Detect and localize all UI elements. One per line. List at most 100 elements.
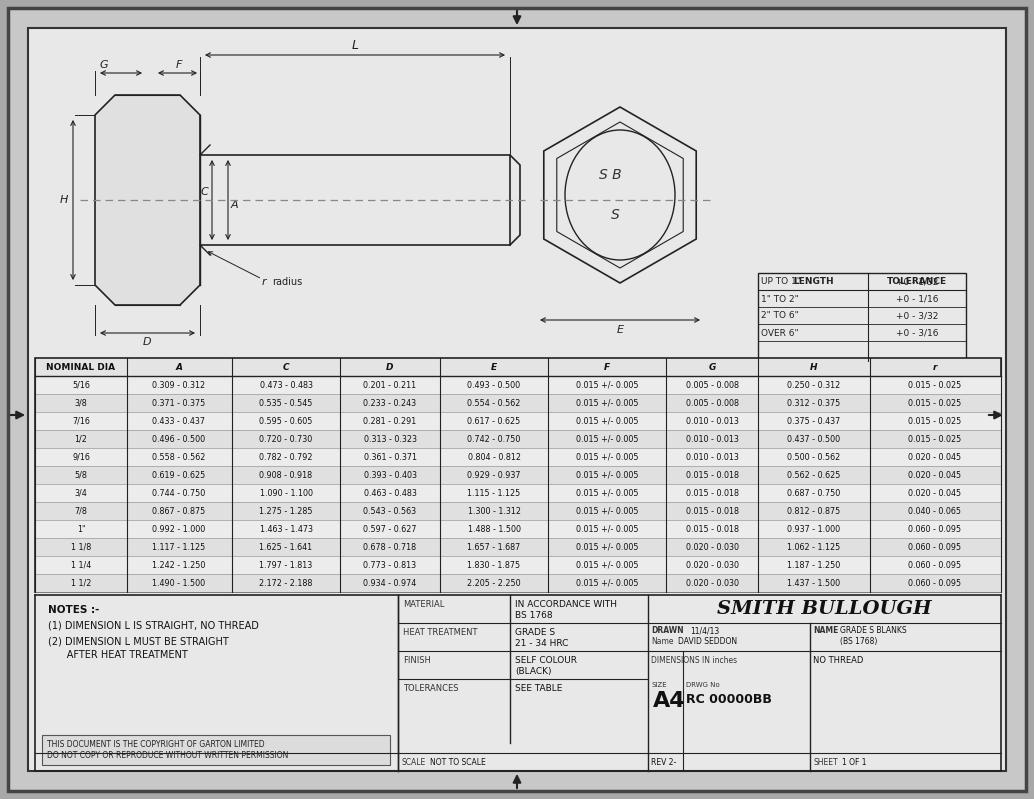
Text: D: D bbox=[143, 337, 151, 347]
Text: 7/16: 7/16 bbox=[72, 416, 90, 426]
Text: 0.437 - 0.500: 0.437 - 0.500 bbox=[788, 435, 841, 443]
Text: 2" TO 6": 2" TO 6" bbox=[761, 312, 798, 320]
Text: 0.015 +/- 0.005: 0.015 +/- 0.005 bbox=[576, 561, 638, 570]
Text: 1.062 - 1.125: 1.062 - 1.125 bbox=[787, 543, 841, 551]
Text: 1.437 - 1.500: 1.437 - 1.500 bbox=[788, 578, 841, 587]
Text: 21 - 34 HRC: 21 - 34 HRC bbox=[515, 639, 569, 648]
Text: F: F bbox=[176, 60, 182, 70]
Text: 0.020 - 0.045: 0.020 - 0.045 bbox=[909, 471, 962, 479]
Bar bbox=[758, 273, 966, 361]
Text: 0.937 - 1.000: 0.937 - 1.000 bbox=[788, 524, 841, 534]
Text: TOLERANCE: TOLERANCE bbox=[887, 276, 947, 285]
Text: 1.830 - 1.875: 1.830 - 1.875 bbox=[467, 561, 520, 570]
Text: C: C bbox=[201, 187, 208, 197]
Text: A: A bbox=[176, 363, 182, 372]
Text: 0.496 - 0.500: 0.496 - 0.500 bbox=[152, 435, 206, 443]
Text: C: C bbox=[282, 363, 290, 372]
Text: 0.060 - 0.095: 0.060 - 0.095 bbox=[909, 543, 962, 551]
Text: 1.187 - 1.250: 1.187 - 1.250 bbox=[787, 561, 841, 570]
Text: 0.371 - 0.375: 0.371 - 0.375 bbox=[152, 399, 206, 407]
Text: BS 1768: BS 1768 bbox=[515, 611, 552, 620]
Text: 0.720 - 0.730: 0.720 - 0.730 bbox=[260, 435, 312, 443]
Text: 0.233 - 0.243: 0.233 - 0.243 bbox=[363, 399, 417, 407]
Text: GRADE S BLANKS: GRADE S BLANKS bbox=[840, 626, 907, 635]
Text: A4: A4 bbox=[653, 691, 686, 711]
Text: SELF COLOUR: SELF COLOUR bbox=[515, 656, 577, 665]
Text: (1) DIMENSION L IS STRAIGHT, NO THREAD: (1) DIMENSION L IS STRAIGHT, NO THREAD bbox=[48, 621, 258, 631]
Text: NAME: NAME bbox=[813, 626, 839, 635]
Text: 1 1/2: 1 1/2 bbox=[70, 578, 91, 587]
Text: A: A bbox=[231, 200, 239, 210]
Text: 1.115 - 1.125: 1.115 - 1.125 bbox=[467, 488, 521, 498]
Text: LENGTH: LENGTH bbox=[793, 276, 833, 285]
Text: 0.782 - 0.792: 0.782 - 0.792 bbox=[260, 452, 312, 462]
Text: 1/2: 1/2 bbox=[74, 435, 88, 443]
Text: (BS 1768): (BS 1768) bbox=[840, 637, 878, 646]
Text: 0.742 - 0.750: 0.742 - 0.750 bbox=[467, 435, 521, 443]
Text: 0.678 - 0.718: 0.678 - 0.718 bbox=[363, 543, 417, 551]
Text: 0.908 - 0.918: 0.908 - 0.918 bbox=[260, 471, 312, 479]
Text: 7/8: 7/8 bbox=[74, 507, 88, 515]
Text: 0.015 - 0.018: 0.015 - 0.018 bbox=[686, 524, 738, 534]
Text: +0 - 1/16: +0 - 1/16 bbox=[895, 295, 938, 304]
Text: 0.597 - 0.627: 0.597 - 0.627 bbox=[363, 524, 417, 534]
Text: 0.015 - 0.025: 0.015 - 0.025 bbox=[909, 399, 962, 407]
Text: 1": 1" bbox=[77, 524, 86, 534]
Text: REV 2-: REV 2- bbox=[651, 758, 676, 767]
Text: 0.473 - 0.483: 0.473 - 0.483 bbox=[260, 380, 312, 389]
Text: DO NOT COPY OR REPRODUCE WITHOUT WRITTEN PERMISSION: DO NOT COPY OR REPRODUCE WITHOUT WRITTEN… bbox=[47, 751, 288, 760]
Text: 0.015 - 0.018: 0.015 - 0.018 bbox=[686, 507, 738, 515]
Text: 0.015 +/- 0.005: 0.015 +/- 0.005 bbox=[576, 543, 638, 551]
Text: SHEET: SHEET bbox=[813, 758, 838, 767]
Text: 0.744 - 0.750: 0.744 - 0.750 bbox=[152, 488, 206, 498]
Text: 0.005 - 0.008: 0.005 - 0.008 bbox=[686, 380, 738, 389]
Text: 1.300 - 1.312: 1.300 - 1.312 bbox=[467, 507, 520, 515]
Text: 0.015 +/- 0.005: 0.015 +/- 0.005 bbox=[576, 524, 638, 534]
Text: 0.393 - 0.403: 0.393 - 0.403 bbox=[364, 471, 417, 479]
Text: 0.005 - 0.008: 0.005 - 0.008 bbox=[686, 399, 738, 407]
Text: +0 - 3/32: +0 - 3/32 bbox=[895, 312, 938, 320]
Text: 0.535 - 0.545: 0.535 - 0.545 bbox=[260, 399, 312, 407]
Text: SIZE: SIZE bbox=[651, 682, 667, 688]
Text: 1" TO 2": 1" TO 2" bbox=[761, 295, 798, 304]
Text: 1.090 - 1.100: 1.090 - 1.100 bbox=[260, 488, 312, 498]
Bar bbox=[35, 412, 1001, 430]
Text: 0.020 - 0.030: 0.020 - 0.030 bbox=[686, 543, 738, 551]
Text: G: G bbox=[708, 363, 716, 372]
Text: 3/8: 3/8 bbox=[74, 399, 88, 407]
Text: 0.281 - 0.291: 0.281 - 0.291 bbox=[363, 416, 417, 426]
Text: Name: Name bbox=[651, 637, 673, 646]
Text: 0.562 - 0.625: 0.562 - 0.625 bbox=[787, 471, 841, 479]
Text: 5/8: 5/8 bbox=[74, 471, 88, 479]
Text: 0.015 - 0.025: 0.015 - 0.025 bbox=[909, 416, 962, 426]
Text: 0.558 - 0.562: 0.558 - 0.562 bbox=[152, 452, 206, 462]
Text: 0.554 - 0.562: 0.554 - 0.562 bbox=[467, 399, 521, 407]
Text: 0.015 +/- 0.005: 0.015 +/- 0.005 bbox=[576, 416, 638, 426]
Text: 1 OF 1: 1 OF 1 bbox=[842, 758, 866, 767]
Text: r: r bbox=[262, 277, 267, 287]
Polygon shape bbox=[95, 95, 200, 305]
Text: 2.205 - 2.250: 2.205 - 2.250 bbox=[467, 578, 521, 587]
Text: 0.929 - 0.937: 0.929 - 0.937 bbox=[467, 471, 521, 479]
Text: AFTER HEAT TREATMENT: AFTER HEAT TREATMENT bbox=[48, 650, 188, 660]
Text: 0.617 - 0.625: 0.617 - 0.625 bbox=[467, 416, 521, 426]
Bar bbox=[35, 430, 1001, 448]
Text: 0.040 - 0.065: 0.040 - 0.065 bbox=[909, 507, 962, 515]
Text: OVER 6": OVER 6" bbox=[761, 328, 798, 337]
Bar bbox=[35, 574, 1001, 592]
Text: SCALE: SCALE bbox=[401, 758, 425, 767]
Bar bbox=[35, 556, 1001, 574]
Text: 1.488 - 1.500: 1.488 - 1.500 bbox=[467, 524, 520, 534]
Text: 0.010 - 0.013: 0.010 - 0.013 bbox=[686, 416, 738, 426]
Bar bbox=[42, 735, 390, 765]
Text: 0.804 - 0.812: 0.804 - 0.812 bbox=[467, 452, 520, 462]
Text: 0.687 - 0.750: 0.687 - 0.750 bbox=[787, 488, 841, 498]
Text: 1.463 - 1.473: 1.463 - 1.473 bbox=[260, 524, 312, 534]
Text: NOTES :-: NOTES :- bbox=[48, 605, 99, 615]
Text: 0.201 - 0.211: 0.201 - 0.211 bbox=[363, 380, 417, 389]
Text: 0.312 - 0.375: 0.312 - 0.375 bbox=[787, 399, 841, 407]
Text: 0.015 +/- 0.005: 0.015 +/- 0.005 bbox=[576, 380, 638, 389]
Bar bbox=[35, 484, 1001, 502]
Text: 0.812 - 0.875: 0.812 - 0.875 bbox=[787, 507, 841, 515]
Text: 0.619 - 0.625: 0.619 - 0.625 bbox=[152, 471, 206, 479]
